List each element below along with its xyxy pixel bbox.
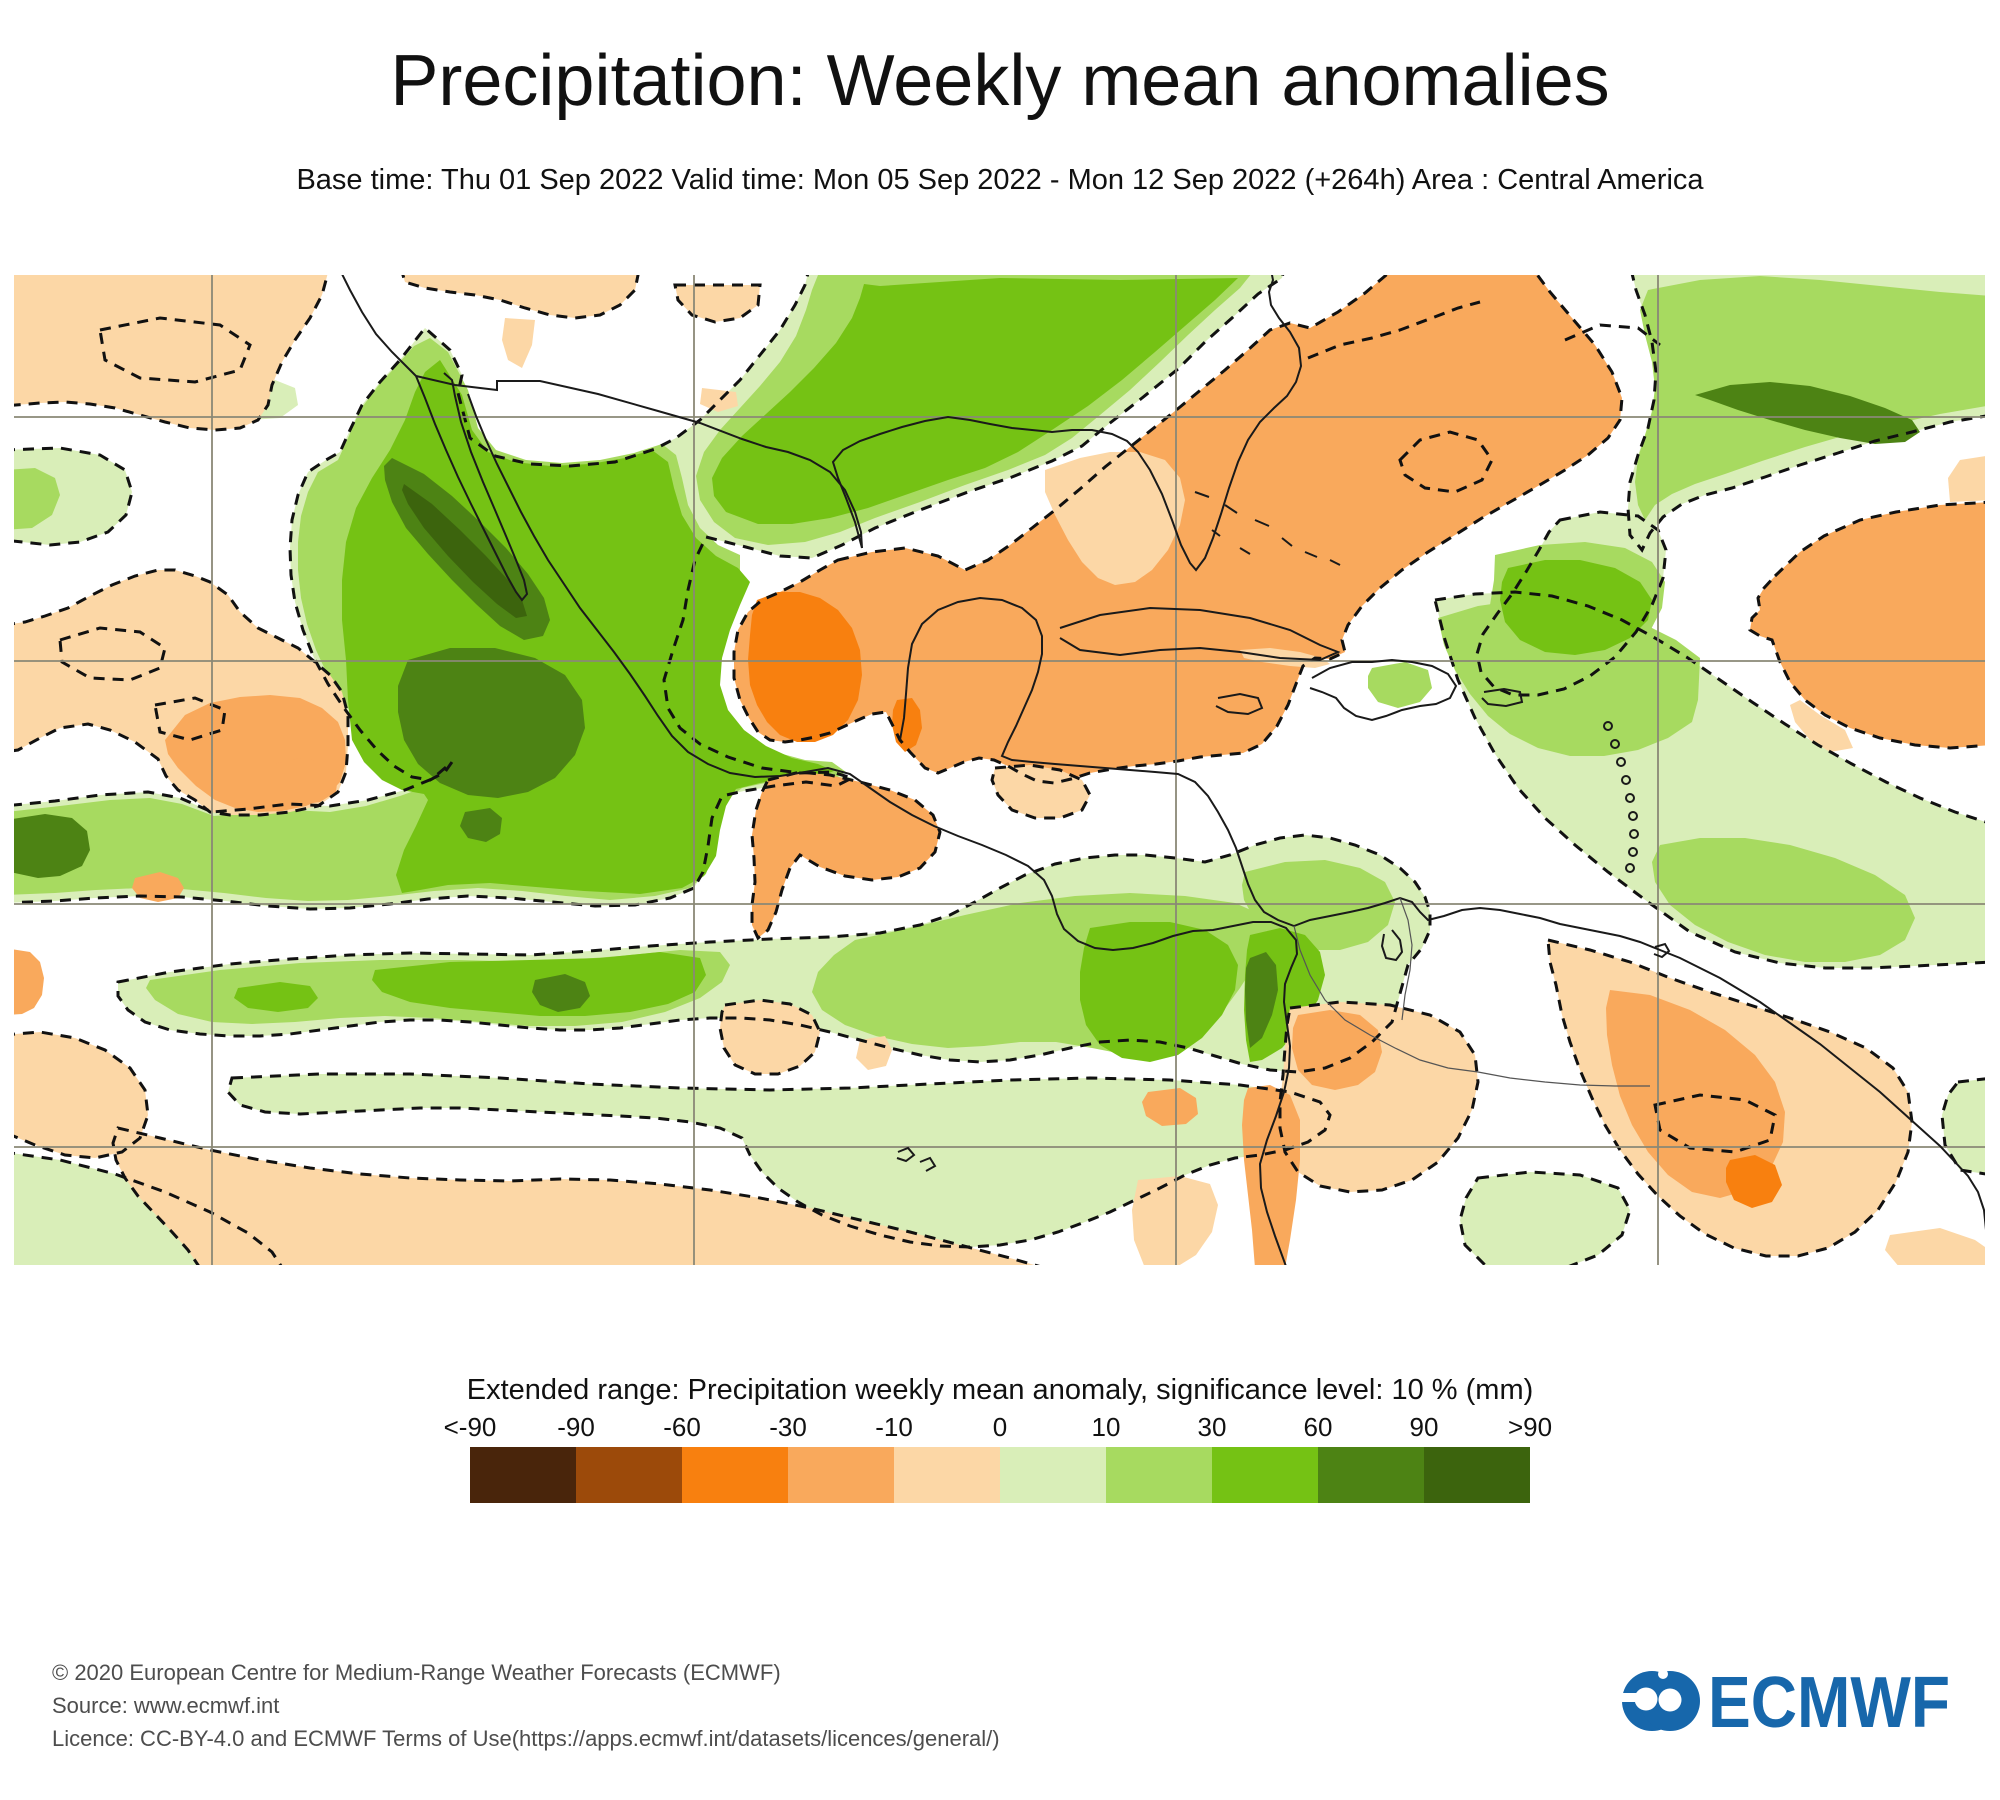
svg-text:ECMWF: ECMWF [1708, 1663, 1950, 1743]
